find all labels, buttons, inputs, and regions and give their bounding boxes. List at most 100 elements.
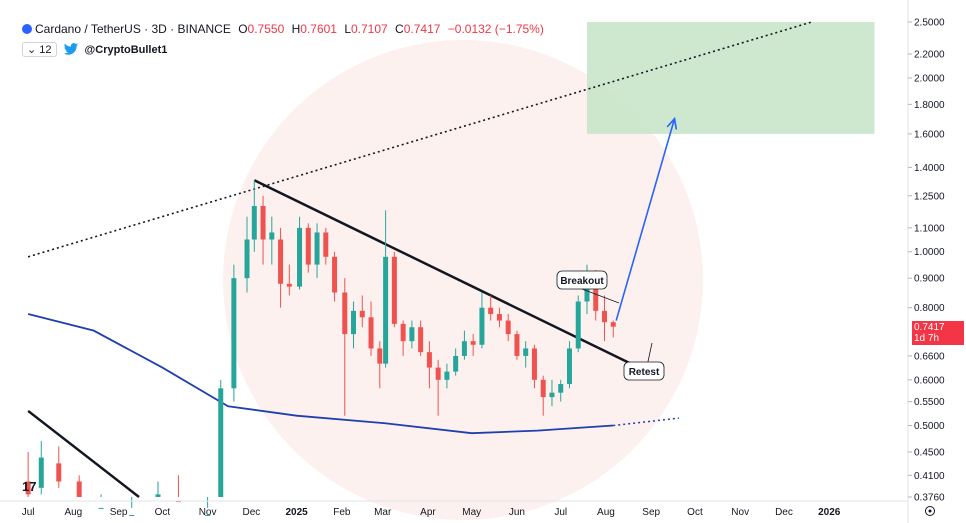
header-row-2: ⌄ 12 @CryptoBullet1 — [22, 42, 167, 57]
price-tick-label: 0.5000 — [914, 421, 945, 432]
candle-body — [558, 384, 564, 393]
price-tick-label: 2.2000 — [914, 50, 945, 61]
candle-body — [575, 301, 581, 349]
close-label: C — [395, 22, 404, 36]
price-tick-label: 1.1000 — [914, 223, 945, 234]
price-tick-label: 0.4500 — [914, 447, 945, 458]
price-tick-label: 1.2500 — [914, 191, 945, 202]
candle-body — [218, 388, 224, 497]
indicators-toggle[interactable]: ⌄ 12 — [22, 42, 57, 57]
candle-body — [426, 352, 432, 368]
candle-body — [496, 314, 502, 321]
moving-average-line — [27, 313, 614, 435]
candle-body — [251, 206, 257, 240]
last-price-tag: 0.7417 1d 7h — [912, 321, 964, 345]
author-handle: @CryptoBullet1 — [84, 43, 168, 56]
watermark-circle — [223, 40, 703, 520]
candle-body — [610, 322, 616, 327]
target-zone-layer — [586, 22, 875, 134]
candle-body — [297, 227, 303, 287]
cardano-logo-icon — [22, 24, 32, 34]
candle-body — [461, 341, 467, 356]
high-value: 0.7601 — [300, 22, 337, 36]
time-tick-label: Sep — [642, 507, 660, 518]
candle-body — [584, 283, 590, 302]
target-zone — [586, 22, 875, 134]
settings-gear-icon-center — [928, 509, 932, 513]
low-label: L — [344, 22, 351, 36]
axis-layer: 2.5000 2.2000 2.0000 1.8000 1.6000 1.4000 1.25… — [0, 18, 945, 518]
time-tick-label: Aug — [597, 507, 615, 518]
time-tick-label: Nov — [731, 507, 749, 518]
candle-body — [323, 232, 329, 257]
candle-body — [155, 494, 161, 497]
last-price: 0.7417 — [914, 322, 945, 333]
time-tick-label: Nov — [199, 507, 217, 518]
candle-body — [453, 355, 459, 372]
time-tick-label: Dec — [242, 507, 260, 518]
time-tick-label: Aug — [64, 507, 82, 518]
change-value: −0.0132 (−1.75%) — [447, 22, 544, 36]
candle-body — [540, 379, 546, 398]
trendline-layer — [27, 21, 812, 498]
bar-countdown: 1d 7h — [914, 333, 940, 344]
settings-gear-icon[interactable] — [925, 506, 935, 516]
price-tick-label: 1.8000 — [914, 100, 945, 111]
time-tick-label: Jul — [22, 507, 35, 518]
close-value: 0.7417 — [403, 22, 441, 36]
candle-body — [470, 341, 476, 345]
time-tick-label: 2026 — [818, 507, 841, 518]
high-label: H — [291, 22, 301, 36]
moving-average-projection — [613, 417, 679, 427]
time-tick-label: 2025 — [285, 507, 308, 518]
symbol-header: Cardano / TetherUS · 3D · BINANCE O0.755… — [22, 22, 544, 36]
time-tick-label: Oct — [687, 507, 703, 518]
ascending-dotted-trendline — [27, 21, 812, 258]
price-tick-label: 1.4000 — [914, 163, 945, 174]
price-tick-label: 1.0000 — [914, 247, 945, 258]
candle-body — [488, 307, 494, 315]
candle-body — [342, 292, 348, 335]
time-tick-label: Feb — [333, 507, 351, 518]
candles-layer — [25, 180, 616, 516]
retest-callout-label: Retest — [629, 367, 660, 378]
candle-body — [391, 256, 397, 324]
candle-body — [244, 239, 250, 279]
candle-body — [332, 256, 338, 293]
price-tick-label: 0.9000 — [914, 274, 945, 285]
symbol-title[interactable]: Cardano / TetherUS · 3D · BINANCE — [35, 22, 231, 36]
candle-body — [98, 507, 104, 509]
candle-body — [260, 206, 266, 240]
price-tick-label: 0.8000 — [914, 303, 945, 314]
candle-body — [38, 457, 44, 488]
candle-body — [523, 348, 529, 356]
candle-body — [593, 283, 599, 311]
time-tick-label: Sep — [110, 507, 128, 518]
candle-body — [377, 348, 383, 364]
open-value: 0.7550 — [247, 22, 285, 36]
time-tick-label: Jun — [509, 507, 525, 518]
candle-body — [305, 227, 311, 265]
descending-trendline — [253, 179, 632, 365]
candle-body — [444, 371, 450, 380]
price-tick-label: 2.5000 — [914, 18, 945, 29]
open-label: O — [238, 22, 248, 36]
price-tick-label: 0.3760 — [914, 493, 945, 504]
candle-body — [76, 481, 82, 497]
candle-body — [129, 514, 135, 516]
price-tick-label: 0.5500 — [914, 397, 945, 408]
time-tick-label: Apr — [420, 507, 436, 518]
candle-body — [505, 320, 511, 335]
candle-body — [314, 232, 320, 265]
time-tick-label: Oct — [155, 507, 171, 518]
candle-body — [383, 256, 389, 364]
price-axis-background — [908, 0, 966, 523]
time-tick-label: May — [462, 507, 481, 518]
candle-body — [409, 327, 415, 342]
candle-body — [435, 367, 441, 380]
candle-body — [418, 327, 424, 353]
candle-body — [400, 323, 406, 342]
projection-arrowhead — [666, 116, 678, 130]
candle-body — [368, 317, 374, 349]
